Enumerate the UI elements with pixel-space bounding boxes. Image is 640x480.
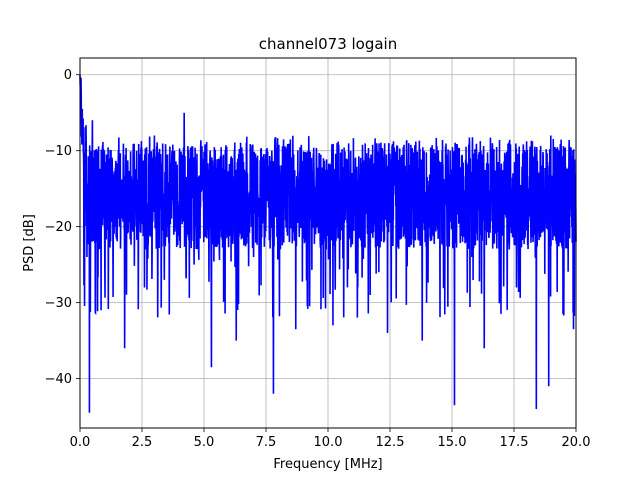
y-tick-label: 0	[64, 68, 72, 83]
chart-title: channel073 logain	[259, 35, 398, 53]
x-tick-label: 17.5	[500, 435, 529, 450]
y-tick-label: −30	[45, 296, 72, 311]
x-axis-ticks: 0.0 2.5 5.0 7.5 10.0 12.5 15.0 17.5 20.0	[70, 428, 591, 450]
x-tick-label: 2.5	[132, 435, 153, 450]
x-tick-label: 10.0	[314, 435, 343, 450]
psd-series-line	[79, 74, 577, 413]
y-tick-label: −10	[45, 144, 72, 159]
x-tick-label: 20.0	[562, 435, 591, 450]
x-tick-label: 12.5	[376, 435, 405, 450]
y-axis-label: PSD [dB]	[22, 214, 37, 272]
x-axis-label: Frequency [MHz]	[273, 457, 382, 472]
x-tick-label: 15.0	[438, 435, 467, 450]
plot-frame	[79, 57, 577, 429]
x-tick-label: 0.0	[70, 435, 91, 450]
y-tick-label: −40	[45, 372, 72, 387]
y-axis-ticks: 0 −10 −20 −30 −40	[45, 68, 80, 387]
x-tick-label: 5.0	[194, 435, 215, 450]
x-tick-label: 7.5	[256, 435, 277, 450]
y-tick-label: −20	[45, 220, 72, 235]
